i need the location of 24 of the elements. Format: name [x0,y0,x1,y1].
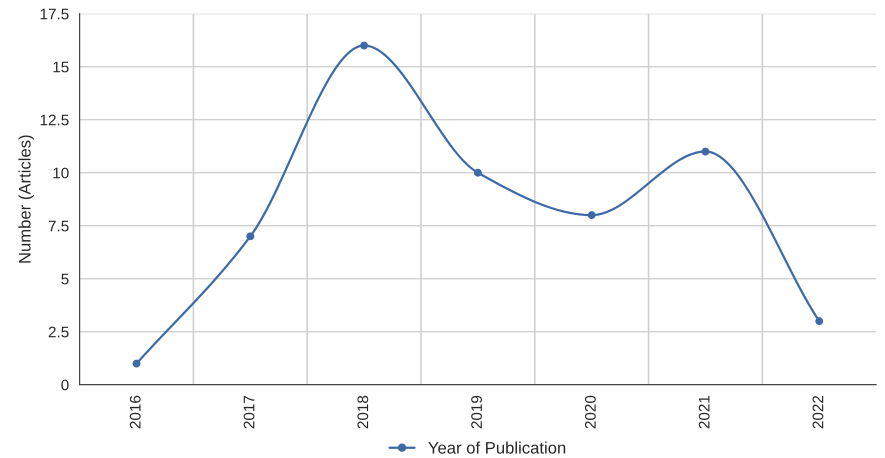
x-tick-label: 2022 [812,396,824,428]
x-tick-label: 2018 [357,396,368,428]
y-tick-label: 7.5 [48,220,69,232]
x-tick-label: 2017 [244,396,254,428]
x-tick-label: 2021 [698,396,710,428]
point [815,317,824,326]
x-tick-label: 2020 [584,396,596,428]
y-tick-label: 15 [53,62,69,72]
y-tick-label: 2.5 [48,326,69,338]
point [702,148,710,156]
x-tick-label: 2019 [471,396,482,428]
point [588,211,596,220]
point [360,42,368,50]
y-axis-title: Number (Articles) [18,135,34,263]
y-tick-label: 17.5 [40,8,69,20]
point [246,232,254,240]
x-tick-label: 2016 [130,396,141,428]
y-tick-label: 10 [53,168,69,178]
legend-label: Year of Publication [428,441,566,454]
y-tick-label: 0 [61,380,69,390]
y-tick-label: 5 [61,274,69,284]
point [132,360,140,368]
point [474,168,482,177]
y-tick-label: 12.5 [40,114,69,126]
